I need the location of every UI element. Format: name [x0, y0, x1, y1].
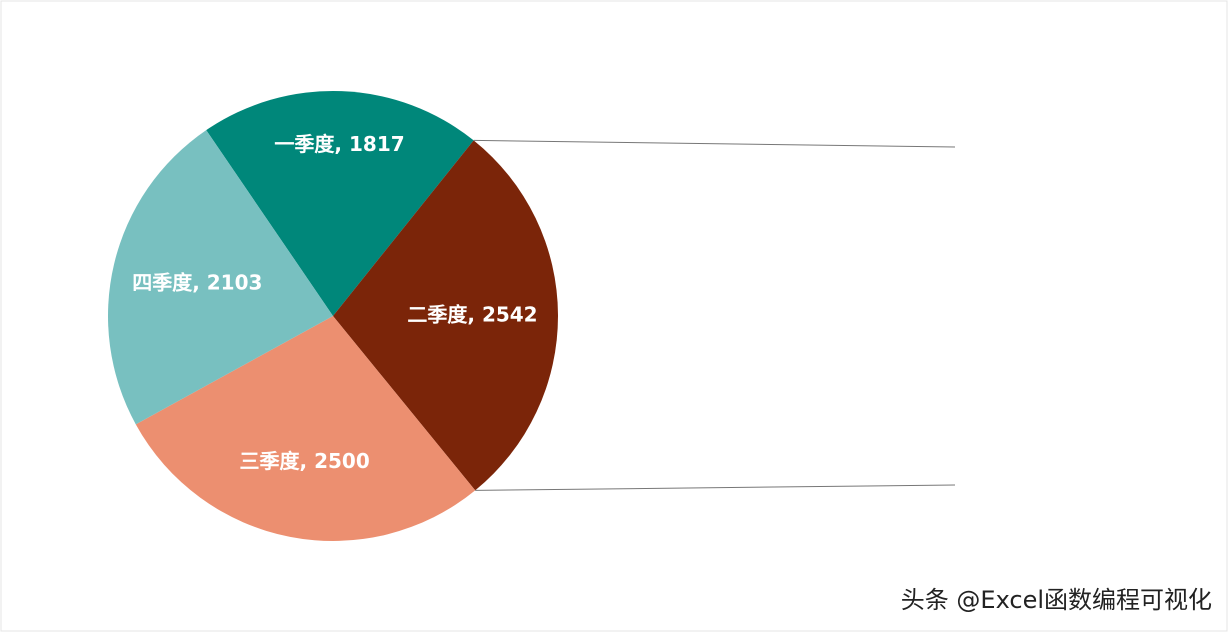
pie-slice: [108, 130, 333, 425]
label-category: 一季度: [274, 132, 335, 156]
pie-slice: [333, 140, 558, 491]
label-separator: ,: [467, 302, 482, 326]
label-separator: ,: [334, 132, 349, 156]
label-category: 三季度: [240, 448, 301, 472]
label-value: 2500: [314, 448, 370, 472]
data-label: 三季度, 2500: [240, 448, 370, 472]
pie-slice: [135, 316, 476, 542]
label-value: 2542: [482, 302, 538, 326]
connector-line: [473, 139, 956, 148]
connector-line: [475, 484, 956, 491]
label-separator: ,: [192, 270, 207, 294]
label-separator: ,: [300, 448, 315, 472]
label-category: 四季度: [132, 270, 193, 294]
data-label: 二季度, 2542: [407, 302, 537, 326]
data-label: 四季度, 2103: [132, 270, 262, 294]
pie-slice: [206, 90, 474, 316]
label-category: 二季度: [407, 302, 468, 326]
data-label: 一季度, 1817: [274, 132, 404, 156]
watermark: 头条 @Excel函数编程可视化: [901, 586, 1212, 614]
label-value: 2103: [207, 270, 263, 294]
label-value: 1817: [349, 132, 405, 156]
